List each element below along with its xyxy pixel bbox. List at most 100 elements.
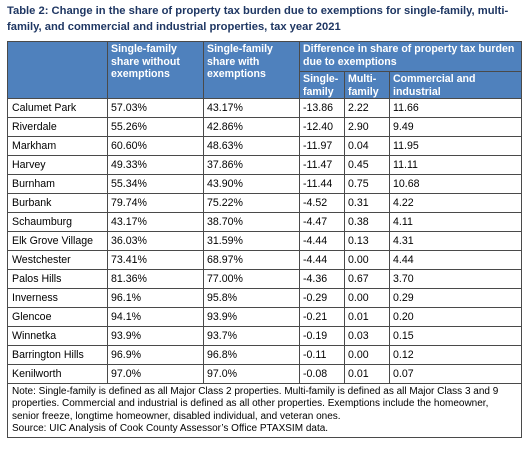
cell-municipality: Burnham <box>7 174 108 194</box>
cell-sf-with: 43.17% <box>203 98 300 118</box>
table-row: Harvey 49.33% 37.86% -11.47 0.45 11.11 <box>7 155 523 175</box>
header-subrow: Single-family Multi-family Commercial an… <box>8 71 523 99</box>
cell-municipality: Burbank <box>7 193 108 213</box>
cell-municipality: Westchester <box>7 250 108 270</box>
table-row: Schaumburg 43.17% 38.70% -4.47 0.38 4.11 <box>7 212 523 232</box>
cell-municipality: Glencoe <box>7 307 108 327</box>
cell-diff-single-family: -4.52 <box>299 193 345 213</box>
cell-diff-multi-family: 0.03 <box>344 326 390 346</box>
cell-diff-multi-family: 0.38 <box>344 212 390 232</box>
cell-sf-with: 95.8% <box>203 288 300 308</box>
cell-diff-commercial: 11.11 <box>388 155 523 175</box>
cell-sf-without: 96.1% <box>107 288 204 308</box>
cell-diff-multi-family: 2.22 <box>344 98 390 118</box>
cell-municipality: Elk Grove Village <box>7 231 108 251</box>
table-row: Palos Hills 81.36% 77.00% -4.36 0.67 3.70 <box>7 269 523 289</box>
table-row: Kenilworth 97.0% 97.0% -0.08 0.01 0.07 <box>7 364 523 384</box>
cell-diff-commercial: 4.44 <box>388 250 523 270</box>
tax-burden-table: Single-family share without exemptions S… <box>6 41 523 439</box>
cell-diff-single-family: -0.08 <box>299 364 345 384</box>
cell-diff-single-family: -4.47 <box>299 212 345 232</box>
cell-sf-without: 97.0% <box>107 364 204 384</box>
cell-sf-with: 96.8% <box>203 345 300 365</box>
cell-diff-single-family: -11.97 <box>299 136 345 156</box>
cell-diff-multi-family: 0.01 <box>344 307 390 327</box>
cell-diff-commercial: 11.95 <box>388 136 523 156</box>
note-row: Note: Single-family is defined as all Ma… <box>6 382 523 439</box>
cell-diff-multi-family: 0.01 <box>344 364 390 384</box>
cell-diff-commercial: 4.31 <box>388 231 523 251</box>
cell-diff-single-family: -0.19 <box>299 326 345 346</box>
cell-diff-multi-family: 0.31 <box>344 193 390 213</box>
table-row: Riverdale 55.26% 42.86% -12.40 2.90 9.49 <box>7 117 523 137</box>
cell-diff-multi-family: 0.00 <box>344 345 390 365</box>
table-row: Glencoe 94.1% 93.9% -0.21 0.01 0.20 <box>7 307 523 327</box>
cell-diff-commercial: 4.22 <box>388 193 523 213</box>
cell-municipality: Palos Hills <box>7 269 108 289</box>
cell-municipality: Kenilworth <box>7 364 108 384</box>
cell-municipality: Harvey <box>7 155 108 175</box>
cell-diff-single-family: -4.44 <box>299 231 345 251</box>
cell-diff-single-family: -11.44 <box>299 174 345 194</box>
header-row: Single-family share without exemptions S… <box>7 41 523 99</box>
cell-sf-with: 97.0% <box>203 364 300 384</box>
cell-diff-single-family: -12.40 <box>299 117 345 137</box>
table-row: Burnham 55.34% 43.90% -11.44 0.75 10.68 <box>7 174 523 194</box>
cell-sf-without: 49.33% <box>107 155 204 175</box>
header-diff-multi-family: Multi-family <box>344 71 390 99</box>
note-cell: Note: Single-family is defined as all Ma… <box>6 382 523 439</box>
cell-sf-without: 55.26% <box>107 117 204 137</box>
cell-sf-without: 60.60% <box>107 136 204 156</box>
cell-diff-single-family: -13.86 <box>299 98 345 118</box>
cell-diff-commercial: 10.68 <box>388 174 523 194</box>
cell-sf-with: 48.63% <box>203 136 300 156</box>
cell-municipality: Barrington Hills <box>7 345 108 365</box>
header-sf-without: Single-family share without exemptions <box>107 41 204 99</box>
cell-municipality: Winnetka <box>7 326 108 346</box>
cell-sf-without: 73.41% <box>107 250 204 270</box>
cell-diff-multi-family: 0.04 <box>344 136 390 156</box>
cell-diff-multi-family: 0.45 <box>344 155 390 175</box>
cell-diff-single-family: -11.47 <box>299 155 345 175</box>
header-sf-with: Single-family share with exemptions <box>203 41 300 99</box>
cell-sf-with: 93.9% <box>203 307 300 327</box>
cell-sf-without: 79.74% <box>107 193 204 213</box>
cell-sf-without: 55.34% <box>107 174 204 194</box>
header-diff-commercial: Commercial and industrial <box>388 71 523 99</box>
table-title: Table 2: Change in the share of property… <box>7 5 509 33</box>
cell-diff-multi-family: 2.90 <box>344 117 390 137</box>
cell-municipality: Markham <box>7 136 108 156</box>
table-row: Calumet Park 57.03% 43.17% -13.86 2.22 11.66 <box>7 98 523 118</box>
cell-sf-without: 43.17% <box>107 212 204 232</box>
cell-sf-with: 42.86% <box>203 117 300 137</box>
cell-sf-with: 31.59% <box>203 231 300 251</box>
cell-sf-with: 37.86% <box>203 155 300 175</box>
cell-sf-with: 77.00% <box>203 269 300 289</box>
cell-diff-commercial: 0.29 <box>388 288 523 308</box>
cell-sf-with: 38.70% <box>203 212 300 232</box>
table-row: Elk Grove Village 36.03% 31.59% -4.44 0.13 4.… <box>7 231 523 251</box>
cell-diff-single-family: -4.44 <box>299 250 345 270</box>
table-row: Winnetka 93.9% 93.7% -0.19 0.03 0.15 <box>7 326 523 346</box>
cell-sf-without: 57.03% <box>107 98 204 118</box>
note-text: Note: Single-family is defined as all Ma… <box>12 386 499 422</box>
table-row: Westchester 73.41% 68.97% -4.44 0.00 4.44 <box>7 250 523 270</box>
cell-diff-commercial: 3.70 <box>388 269 523 289</box>
table-row: Markham 60.60% 48.63% -11.97 0.04 11.95 <box>7 136 523 156</box>
cell-diff-multi-family: 0.67 <box>344 269 390 289</box>
cell-diff-multi-family: 0.75 <box>344 174 390 194</box>
cell-sf-without: 94.1% <box>107 307 204 327</box>
header-diff-single-family: Single-family <box>299 71 345 99</box>
cell-diff-commercial: 11.66 <box>388 98 523 118</box>
cell-diff-commercial: 0.07 <box>388 364 523 384</box>
table-row: Burbank 79.74% 75.22% -4.52 0.31 4.22 <box>7 193 523 213</box>
cell-diff-commercial: 0.15 <box>388 326 523 346</box>
cell-diff-commercial: 0.12 <box>388 345 523 365</box>
cell-diff-multi-family: 0.13 <box>344 231 390 251</box>
cell-diff-single-family: -0.29 <box>299 288 345 308</box>
cell-sf-with: 93.7% <box>203 326 300 346</box>
cell-diff-multi-family: 0.00 <box>344 250 390 270</box>
cell-diff-single-family: -0.11 <box>299 345 345 365</box>
cell-sf-without: 81.36% <box>107 269 204 289</box>
